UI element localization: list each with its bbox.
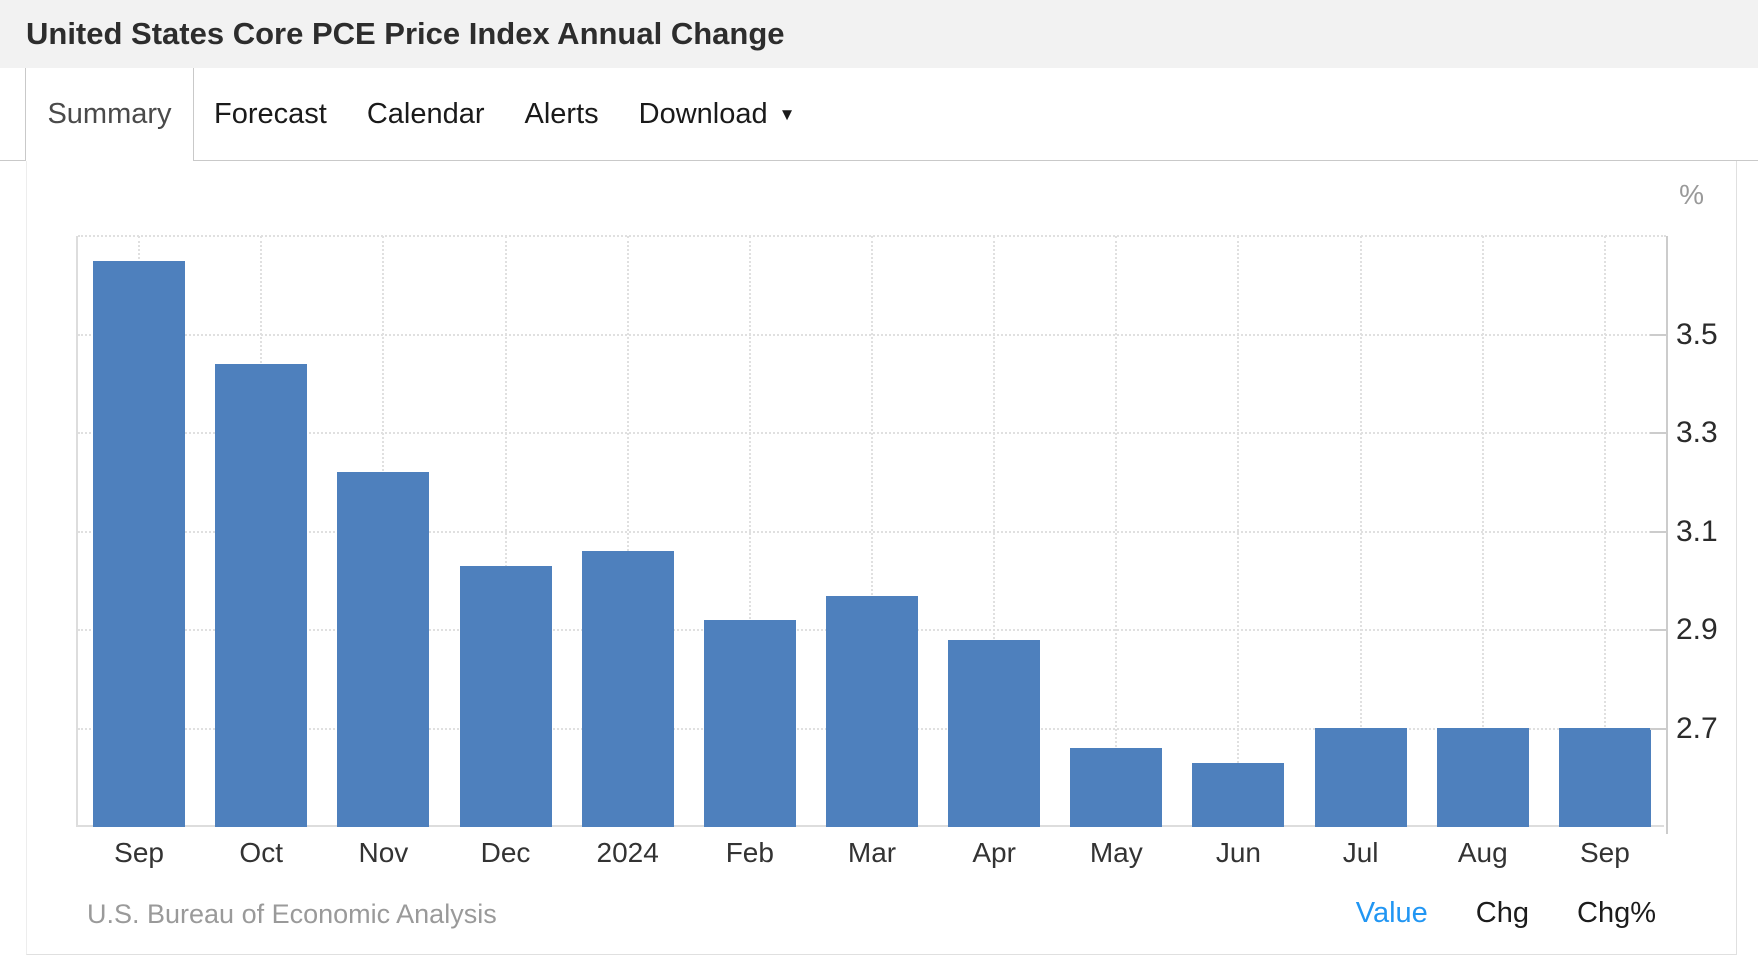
bar-sep[interactable]: [1559, 728, 1651, 827]
source-attribution: U.S. Bureau of Economic Analysis: [87, 899, 497, 929]
v-gridline: [1481, 236, 1484, 827]
y-tick-label: 2.9: [1676, 613, 1718, 646]
bar-aug[interactable]: [1437, 728, 1529, 827]
v-gridline: [1359, 236, 1362, 827]
v-gridline: [504, 236, 507, 827]
chevron-down-icon: ▼: [778, 105, 796, 124]
x-axis-label: Aug: [1457, 837, 1508, 868]
bar-dec[interactable]: [460, 566, 552, 827]
y-axis-unit-label: %: [1679, 179, 1704, 210]
x-axis-label: Jun: [1215, 837, 1262, 868]
x-axis-label: Feb: [725, 837, 774, 868]
bar-apr[interactable]: [948, 640, 1040, 827]
page-header: United States Core PCE Price Index Annua…: [0, 0, 1758, 68]
chgpct-link[interactable]: Chg%: [1577, 897, 1656, 929]
y-tick-label: 3.5: [1676, 317, 1718, 351]
y-tick-mark: [1650, 727, 1666, 730]
x-axis-label: Nov: [358, 837, 409, 868]
x-axis-label: 2024: [596, 837, 659, 868]
v-gridline: [748, 236, 751, 827]
v-gridline: [871, 236, 873, 827]
chart-plot-area: Sep Oct Nov Dec 2024 Feb Mar Apr May Jun Jul Aug Sep…: [76, 235, 1718, 868]
value-link[interactable]: Value: [1355, 897, 1428, 929]
y-tick-label: 2.7: [1676, 711, 1718, 745]
v-gridline: [1603, 236, 1606, 827]
tab-calendar[interactable]: Calendar: [366, 97, 485, 130]
bar-2024[interactable]: [582, 551, 674, 827]
y-tick-label: 3.3: [1676, 416, 1718, 449]
y-tick-mark: [1650, 530, 1666, 533]
tab-summary[interactable]: Summary: [25, 68, 194, 161]
v-gridline: [993, 236, 996, 827]
v-gridline: [1237, 236, 1240, 827]
y-tick-mark: [1650, 333, 1666, 336]
bar-nov[interactable]: [337, 472, 429, 827]
page-title: United States Core PCE Price Index Annua…: [26, 16, 785, 51]
x-axis-label: Dec: [480, 837, 531, 868]
y-tick-label: 3.1: [1676, 514, 1718, 548]
v-gridline: [1115, 236, 1118, 827]
bar-jun[interactable]: [1192, 763, 1284, 827]
bar-sep[interactable]: [93, 261, 185, 827]
footer-links: Value Chg Chg%: [1356, 897, 1656, 930]
tab-download[interactable]: Download ▼: [619, 68, 816, 160]
bar-feb[interactable]: [704, 620, 796, 827]
x-axis-label: Jul: [1342, 837, 1379, 868]
bar-jul[interactable]: [1315, 728, 1407, 827]
chart-panel: % Sep Oct Nov Dec 2024 Feb Mar Apr May Jun Jul Aug S…: [26, 161, 1737, 955]
tab-bar: Summary Forecast Calendar Alerts Downloa…: [0, 68, 1758, 161]
x-axis-label: Sep: [1580, 837, 1630, 868]
bar-oct[interactable]: [215, 364, 307, 827]
x-axis-label: May: [1089, 837, 1143, 868]
bar-may[interactable]: [1070, 748, 1162, 827]
tab-forecast[interactable]: Forecast: [214, 97, 327, 130]
x-axis-label: Mar: [847, 837, 897, 868]
chg-link[interactable]: Chg: [1475, 897, 1529, 929]
tab-download-label: Download: [638, 97, 768, 130]
y-tick-mark: [1650, 629, 1666, 631]
v-gridline: [626, 236, 629, 827]
x-axis-label: Oct: [239, 837, 283, 868]
bar-mar[interactable]: [826, 596, 918, 827]
x-axis-label: Apr: [972, 837, 1016, 868]
y-axis-line: [1666, 236, 1668, 834]
x-axis-label: Sep: [114, 837, 164, 868]
y-tick-mark: [1650, 432, 1666, 434]
tab-alerts[interactable]: Alerts: [524, 97, 599, 130]
